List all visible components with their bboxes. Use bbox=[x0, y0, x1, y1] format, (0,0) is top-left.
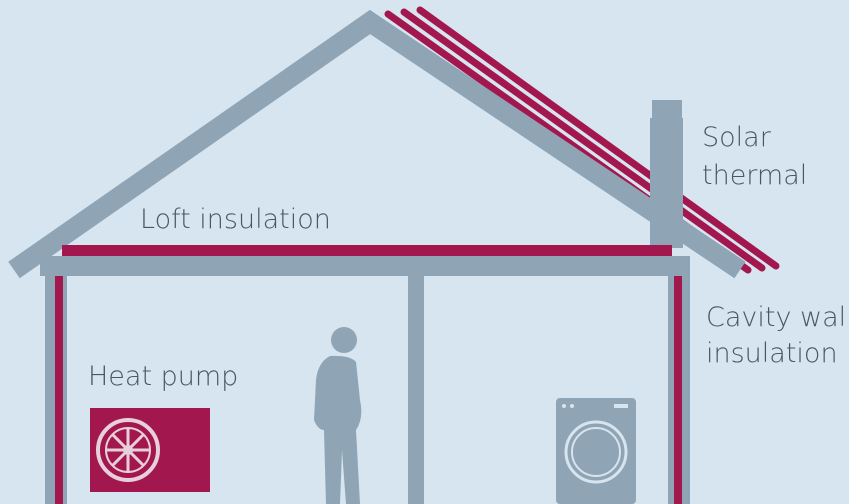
washing-machine bbox=[556, 398, 636, 504]
interior-wall bbox=[408, 276, 424, 504]
label: Solar bbox=[702, 122, 772, 153]
chimney-cap bbox=[652, 100, 682, 120]
label: Loft insulation bbox=[140, 204, 331, 235]
ceiling bbox=[40, 256, 690, 276]
cavity-insulation-right bbox=[674, 276, 682, 504]
cavity-insulation-left bbox=[55, 276, 63, 504]
label: Cavity wall bbox=[706, 302, 849, 333]
label: thermal bbox=[702, 160, 807, 191]
person bbox=[314, 327, 362, 504]
label: Heat pump bbox=[88, 361, 238, 392]
loft-insulation-layer bbox=[62, 245, 672, 256]
label: insulation bbox=[706, 338, 838, 369]
roof bbox=[8, 9, 746, 279]
heat-pump-unit bbox=[90, 408, 210, 492]
